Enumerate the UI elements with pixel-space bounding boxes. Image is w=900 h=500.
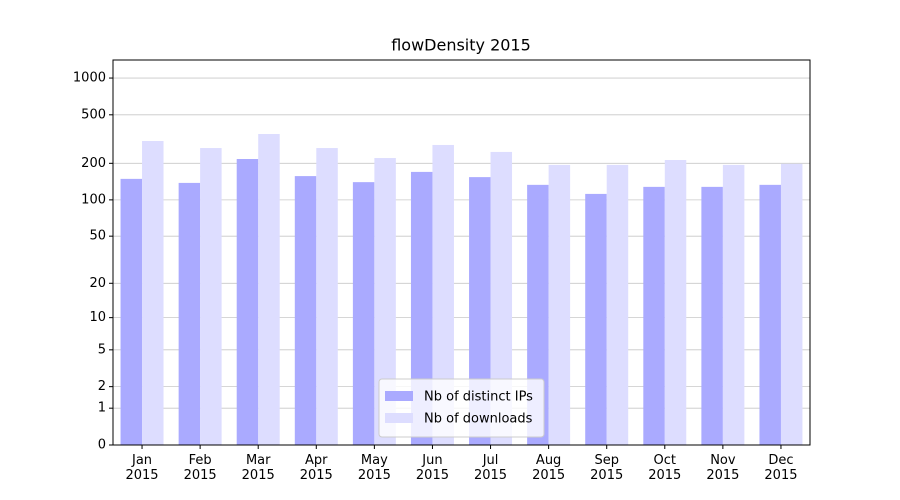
bar [258,134,280,445]
x-tick-label: Dec 2015 [764,453,798,483]
bar [316,148,338,446]
y-tick-label: 0 [98,438,106,453]
bar [120,178,143,445]
y-tick-label: 5 [98,342,106,357]
x-tick-label: Sep 2015 [590,453,624,483]
legend-swatch [385,391,413,401]
bar [432,144,454,446]
legend-label: Nb of distinct IPs [424,390,533,405]
x-tick-label: Aug 2015 [532,453,566,483]
bar [585,193,607,445]
y-tick-label: 1 [98,401,106,416]
chart-title: flowDensity 2015 [391,36,531,55]
bar [200,148,222,446]
bar [643,186,665,445]
legend-box [378,378,545,438]
y-tick-label: 10 [89,310,106,325]
y-tick-label: 1000 [73,71,106,86]
bar [178,182,201,446]
legend-label: Nb of downloads [424,412,533,427]
bar [294,176,317,445]
x-tick-label: Apr 2015 [299,453,333,483]
x-tick-label: Oct 2015 [648,453,682,483]
bar [780,163,803,445]
bar [664,159,687,445]
bar [469,177,491,445]
bar [759,184,781,446]
x-tick-label: Jun 2015 [415,453,449,483]
legend: Nb of distinct IPs Nb of downloads [378,378,545,438]
x-tick-label: Nov 2015 [706,453,740,483]
y-tick-label: 50 [89,229,106,244]
bar [410,171,433,446]
bar [352,182,375,446]
legend-swatch [385,413,413,423]
x-tick-label: Feb 2015 [183,453,217,483]
bar [701,186,723,445]
x-tick-label: Jul 2015 [473,453,508,483]
y-tick-label: 100 [81,192,106,207]
y-tick-label: 200 [81,156,106,171]
bar [722,164,745,446]
x-tick-label: Jan 2015 [125,453,159,483]
bar [236,159,259,445]
y-tick-label: 500 [81,107,106,122]
bar [142,140,164,445]
bar [606,164,629,446]
bar [548,164,571,446]
x-tick-label: May 2015 [357,453,391,483]
bar [490,151,513,445]
plot-frame [112,59,811,446]
bar [374,158,396,446]
y-tick-label: 20 [89,276,106,291]
y-tick-label: 2 [98,379,106,394]
x-tick-label: Mar 2015 [241,453,275,483]
